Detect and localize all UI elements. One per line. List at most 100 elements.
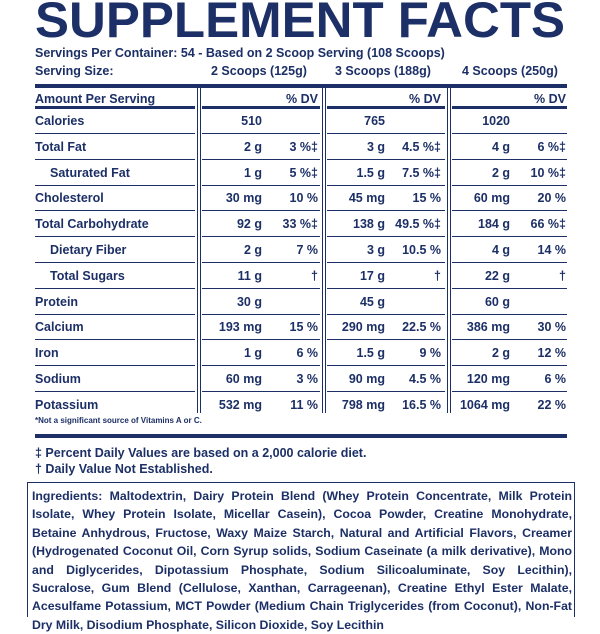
column-rule [197, 88, 198, 413]
daily-value: 11 % [290, 397, 318, 412]
nutrient-name: Saturated Fat [50, 165, 130, 180]
rule [452, 262, 567, 263]
rule [327, 133, 445, 134]
daily-value: 4.5 % [409, 372, 441, 386]
supplement-facts-page: {"title": "SUPPLEMENT FACTS", "servings_… [27, 0, 575, 632]
rule [35, 210, 195, 212]
daily-value: 7 % [296, 243, 318, 257]
rule [327, 184, 445, 186]
rule [202, 313, 320, 315]
amount: 1.5 g [356, 346, 386, 361]
rule [327, 365, 445, 367]
amount: 2 g [491, 165, 510, 180]
rule [452, 339, 567, 341]
header-cell: % DV [409, 92, 441, 106]
nutrient-name: Total Sugars [50, 268, 125, 283]
daily-value: 9 % [419, 346, 441, 361]
serving-size-col: 3 Scoops (188g) [335, 64, 431, 78]
rule [202, 391, 320, 392]
small-note: *Not a significant source of Vitamins A … [35, 416, 202, 425]
rule [35, 84, 567, 88]
amount: 184 g [478, 217, 510, 232]
rule [202, 339, 320, 341]
rule [35, 158, 195, 160]
daily-value: 6 %‡ [537, 139, 567, 154]
amount: 60 g [484, 294, 510, 309]
rule [202, 133, 320, 134]
rule [452, 287, 567, 289]
daily-value: 22.5 % [402, 320, 441, 335]
rule [327, 313, 445, 315]
nutrient-name: Total Carbohydrate [35, 217, 149, 232]
amount: 2 g [243, 139, 262, 154]
rule [327, 262, 445, 263]
rule [35, 391, 195, 392]
column-rule [200, 88, 201, 413]
column-rule [322, 88, 323, 413]
rule [327, 339, 445, 341]
rule [452, 313, 567, 315]
amount: 22 g [484, 268, 510, 283]
rule [35, 262, 195, 263]
amount: 11 g [237, 268, 262, 283]
amount: 2 g [243, 243, 262, 257]
rule [452, 184, 567, 186]
rule [327, 158, 445, 160]
daily-value: 6 % [296, 346, 318, 361]
daily-value: † [311, 268, 318, 283]
rule [202, 106, 320, 109]
title-svg: SUPPLEMENT FACTS [35, 0, 565, 46]
rule [452, 365, 567, 367]
rule [202, 184, 320, 186]
serving-size-label: Serving Size: [35, 64, 114, 78]
nutrient-name: Sodium [35, 372, 81, 386]
rule [35, 313, 195, 315]
daily-value: 33 %‡ [282, 217, 318, 232]
daily-value: 6 % [544, 372, 566, 386]
rule [452, 391, 567, 392]
amount: 17 g [359, 268, 385, 283]
header-cell: Amount Per Serving [35, 92, 156, 106]
amount: 510 [241, 114, 262, 128]
rule [35, 133, 195, 134]
daily-value: 16.5 % [402, 397, 441, 412]
rule [202, 210, 320, 212]
amount: 1.5 g [356, 165, 386, 180]
rule [35, 287, 195, 289]
amount: 60 mg [225, 372, 262, 386]
amount: 290 mg [341, 320, 385, 335]
amount: 45 mg [348, 191, 385, 206]
nutrient-name: Calories [35, 114, 85, 128]
daily-value: † [434, 268, 441, 283]
amount: 3 g [366, 243, 385, 257]
ingredients-label: Ingredients: [32, 489, 103, 503]
ingredients: Ingredients: Maltodextrin, Dairy Protein… [27, 482, 575, 632]
amount: 386 mg [466, 320, 510, 335]
amount: 4 g [491, 139, 510, 154]
nutrient-name: Protein [35, 294, 79, 309]
nutrient-name: Calcium [35, 320, 84, 335]
daily-value: 15 % [289, 320, 319, 335]
daily-value: 49.5 %‡ [395, 217, 441, 232]
amount: 45 g [359, 294, 385, 309]
footnote: ‡ Percent Daily Values are based on a 2,… [35, 446, 367, 460]
amount: 1 g [243, 346, 262, 361]
daily-value: 30 % [537, 320, 567, 335]
nutrient-name: Dietary Fiber [50, 243, 127, 257]
title: SUPPLEMENT FACTS [35, 0, 565, 46]
rule [35, 434, 567, 438]
rule [327, 236, 445, 238]
amount: 1 g [243, 165, 262, 180]
amount: 2 g [491, 346, 510, 361]
header-cell: % DV [286, 92, 318, 106]
daily-value: 5 %‡ [289, 165, 319, 180]
amount: 532 mg [218, 397, 262, 412]
daily-value: 10 % [289, 191, 319, 206]
daily-value: 10 %‡ [530, 165, 566, 180]
rule [35, 339, 195, 341]
amount: 60 mg [473, 191, 510, 206]
rule [327, 391, 445, 392]
daily-value: 14 % [537, 243, 567, 257]
daily-value: 15 % [412, 191, 442, 206]
column-rule [450, 88, 451, 413]
